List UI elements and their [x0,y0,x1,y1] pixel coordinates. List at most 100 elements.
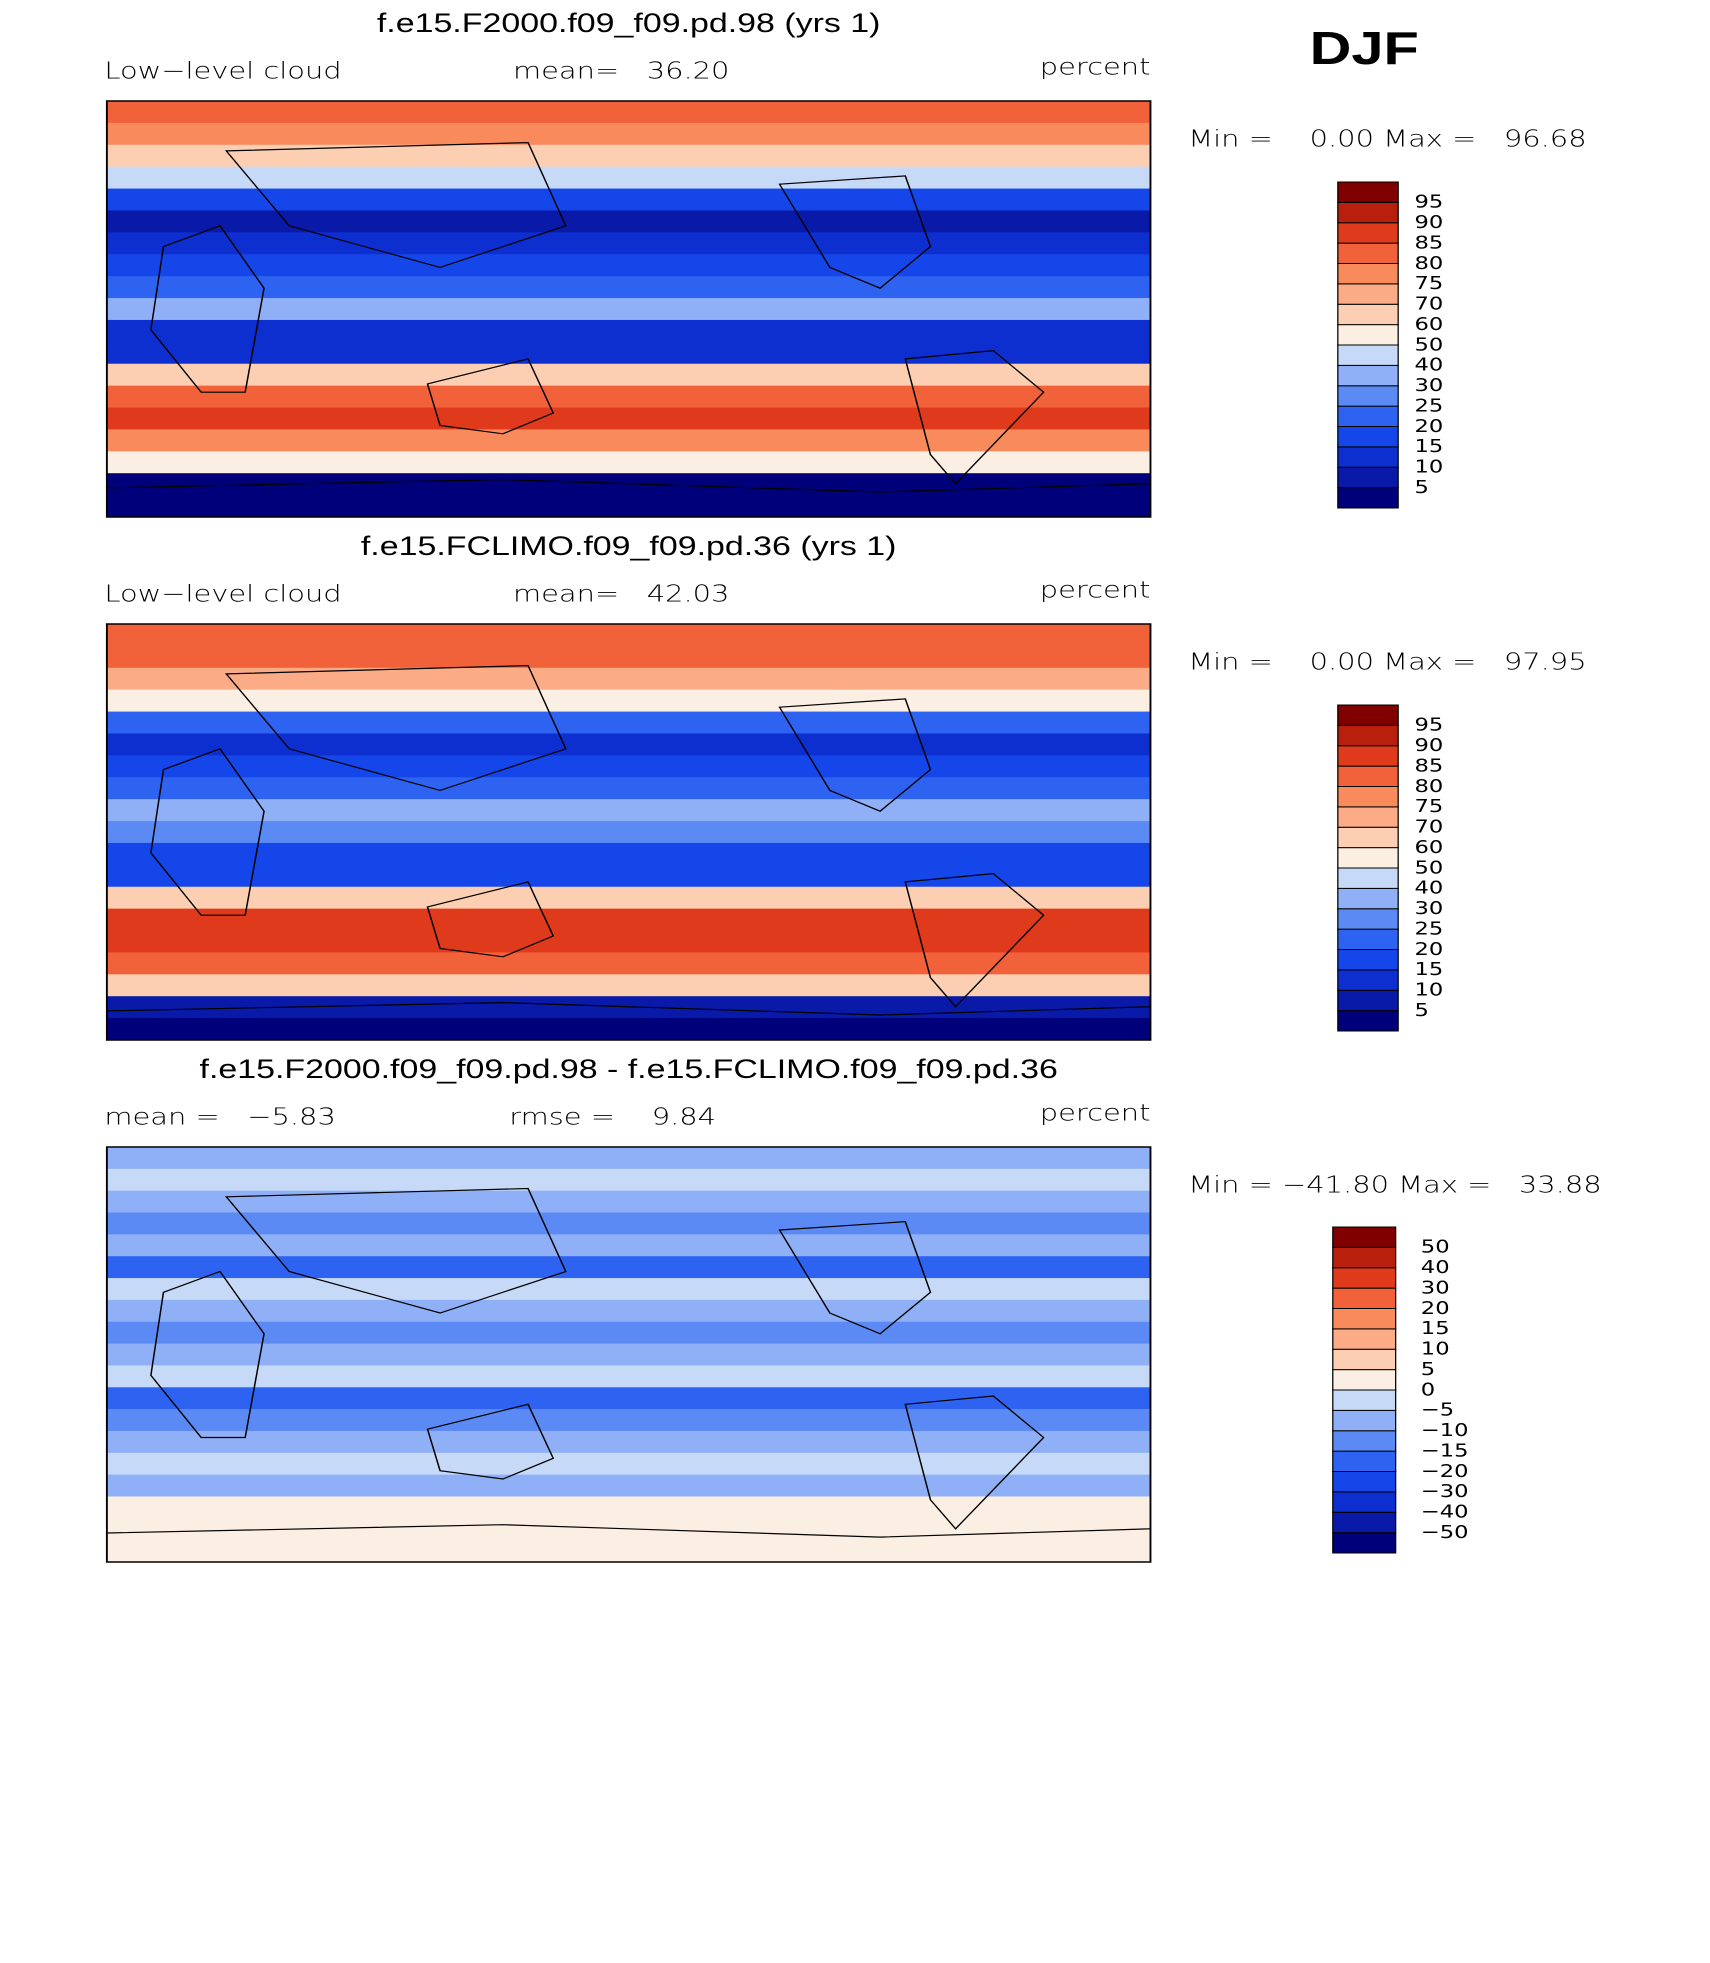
colorbar-label: 20 [1415,415,1444,436]
colorbar-box [1337,181,1399,203]
colorbar-label: 75 [1415,272,1444,293]
colorbar-box [1332,1246,1397,1269]
colorbar-box [1332,1409,1397,1432]
map-band [106,930,1151,953]
map-band [106,842,1151,866]
colorbar-box [1337,745,1399,767]
map-band [106,667,1151,691]
colorbar-label: 80 [1415,252,1444,273]
map-band [106,407,1151,430]
map-band [106,1387,1151,1410]
map-band [106,777,1151,800]
colorbar-label: 20 [1421,1297,1450,1318]
colorbar-label: 15 [1415,958,1444,979]
map [106,1147,1151,1563]
map-band [106,1365,1151,1388]
colorbar-box [1332,1267,1397,1289]
coastline [778,1221,932,1335]
map-band [106,733,1151,756]
colorbar-box [1337,806,1399,828]
map-band [106,429,1151,452]
colorbar-label: 0 [1421,1379,1435,1400]
map-band [106,689,1151,713]
colorbar-label: −40 [1421,1501,1469,1522]
colorbar-label: 95 [1415,714,1444,735]
colorbar-box [1337,283,1399,305]
colorbar-box [1332,1491,1397,1513]
map-band [106,1452,1151,1476]
panel-units: percent [1040,54,1151,80]
colorbar-box [1337,908,1399,930]
coastline [224,141,567,269]
colorbar-box [1337,949,1399,971]
colorbar-box [1337,201,1399,224]
map-band [106,1018,1151,1041]
map-band [106,473,1151,496]
colorbar-label: 10 [1421,1338,1450,1359]
colorbar-box [1337,867,1399,889]
colorbar-label: 60 [1415,836,1444,857]
map-band [106,341,1151,365]
colorbar-label: 10 [1415,456,1444,477]
coastline [106,1001,1151,1016]
map-frame [105,623,1152,1041]
coastline [106,1524,1151,1538]
season-label: DJF [1310,24,1419,75]
colorbar-label: −50 [1421,1521,1469,1542]
colorbar-label: 5 [1415,999,1429,1020]
map-band [106,144,1151,168]
map-band [106,319,1151,343]
colorbar-box [1337,263,1399,285]
colorbar-box [1332,1389,1397,1411]
map-band [106,1343,1151,1366]
min-max: Min = −41.80 Max = 33.88 [1188,1172,1601,1198]
colorbar-label: 50 [1421,1236,1450,1257]
colorbar-label: 30 [1421,1277,1450,1298]
map-band [106,276,1151,299]
panel-title: f.e15.FCLIMO.f09_f09.pd.36 (yrs 1) [361,531,897,561]
panel-left-label: mean = −5.83 [104,1104,335,1130]
colorbar-label: 30 [1415,374,1444,395]
colorbar-label: 70 [1415,293,1444,314]
coastline [904,349,1045,485]
map-band [106,298,1151,321]
colorbar-label: 75 [1415,795,1444,816]
map-band [106,1234,1151,1257]
coastline [426,1403,555,1480]
colorbar-label: 70 [1415,816,1444,837]
colorbar-box [1337,242,1399,264]
map-band [106,1474,1151,1497]
coastline [778,175,932,289]
colorbar-box [1332,1430,1397,1452]
colorbar-box [1337,303,1399,326]
coastline [778,698,932,812]
colorbar-label: 5 [1421,1358,1435,1379]
map-band [106,908,1151,932]
colorbar-label: 15 [1421,1317,1450,1338]
colorbar-box [1337,989,1399,1012]
colorbar-box [1337,487,1399,509]
map-band [106,495,1151,518]
map-band [106,755,1151,778]
colorbar-label: −30 [1421,1480,1469,1501]
colorbar-box [1337,887,1399,910]
map-band [106,1409,1151,1432]
map-band [106,210,1151,233]
colorbar-box [1337,364,1399,387]
map-band [106,385,1151,409]
map-band [106,101,1151,124]
colorbar-label: 15 [1415,435,1444,456]
coastline [150,225,265,393]
colorbar-box [1337,724,1399,747]
colorbar-box [1337,385,1399,407]
panel-title: f.e15.F2000.f09_f09.pd.98 (yrs 1) [377,8,881,38]
map-band [106,1496,1151,1519]
colorbar-box [1337,344,1399,366]
coastline [224,1187,567,1314]
map-band [106,1540,1151,1563]
map-band [106,974,1151,997]
colorbar-label: 90 [1415,211,1444,232]
colorbar-box [1337,847,1399,869]
colorbar-box [1332,1308,1397,1330]
